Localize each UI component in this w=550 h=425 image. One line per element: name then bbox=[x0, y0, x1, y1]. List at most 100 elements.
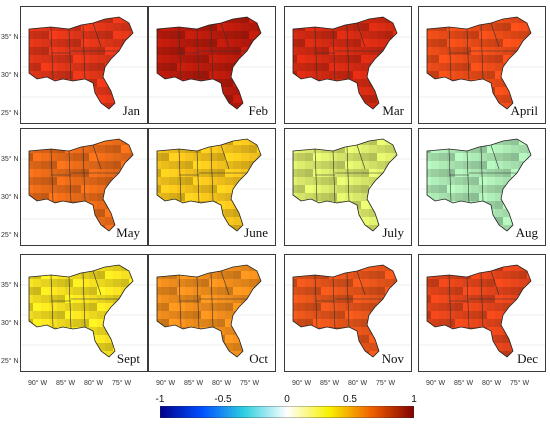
grid-cell bbox=[393, 95, 397, 103]
grid-cell bbox=[297, 95, 305, 103]
grid-cell bbox=[439, 185, 447, 193]
grid-cell bbox=[29, 153, 33, 161]
grid-cell bbox=[401, 71, 409, 79]
grid-cell bbox=[487, 103, 495, 109]
grid-cell bbox=[353, 311, 361, 319]
grid-cell bbox=[177, 87, 185, 95]
grid-cell bbox=[41, 55, 49, 63]
grid-cell bbox=[293, 47, 297, 55]
grid-cell bbox=[527, 217, 531, 225]
grid-cell bbox=[57, 359, 65, 367]
grid-cell bbox=[495, 271, 503, 279]
grid-cell bbox=[361, 311, 369, 319]
grid-cell bbox=[471, 145, 479, 153]
grid-cell bbox=[185, 177, 193, 185]
grid-cell bbox=[225, 343, 233, 351]
grid-cell bbox=[305, 177, 313, 185]
grid-cell bbox=[65, 47, 73, 55]
grid-cell bbox=[33, 217, 41, 225]
grid-cell bbox=[41, 233, 49, 241]
grid-cell bbox=[25, 359, 33, 367]
grid-cell bbox=[185, 185, 193, 193]
grid-cell bbox=[41, 335, 49, 343]
grid-cell bbox=[217, 319, 225, 327]
grid-cell bbox=[209, 103, 217, 109]
grid-cell bbox=[329, 351, 337, 357]
grid-cell bbox=[535, 193, 543, 201]
grid-cell bbox=[105, 193, 113, 201]
grid-cell bbox=[265, 161, 273, 169]
grid-cell bbox=[495, 287, 503, 295]
grid-cell bbox=[345, 39, 353, 47]
grid-cell bbox=[439, 209, 447, 217]
grid-cell bbox=[321, 71, 329, 79]
grid-cell bbox=[81, 177, 89, 185]
grid-cell bbox=[169, 17, 177, 23]
grid-cell bbox=[177, 265, 185, 271]
grid-cell bbox=[305, 71, 313, 79]
grid-cell bbox=[249, 209, 257, 217]
grid-cell bbox=[495, 279, 503, 287]
grid-cell bbox=[89, 217, 97, 225]
longitude-label: 75° W bbox=[240, 380, 260, 387]
grid-cell bbox=[49, 343, 57, 351]
grid-cell bbox=[463, 335, 471, 343]
grid-cell bbox=[193, 209, 201, 217]
grid-cell bbox=[427, 103, 431, 109]
grid-cell bbox=[201, 39, 209, 47]
map-panel-sept: Sept bbox=[20, 254, 148, 372]
grid-cell bbox=[41, 153, 49, 161]
grid-cell bbox=[49, 169, 57, 177]
grid-cell bbox=[217, 71, 225, 79]
grid-cell bbox=[503, 145, 511, 153]
grid-cell bbox=[97, 271, 105, 279]
grid-cell bbox=[369, 217, 377, 225]
grid-cell bbox=[527, 161, 531, 169]
grid-cell bbox=[487, 177, 495, 185]
grid-cell bbox=[161, 303, 169, 311]
grid-cell bbox=[185, 295, 193, 303]
grid-cell bbox=[369, 319, 377, 327]
grid-cell bbox=[463, 111, 471, 119]
grid-cell bbox=[113, 71, 121, 79]
grid-cell bbox=[89, 343, 97, 351]
grid-cell bbox=[161, 87, 169, 95]
grid-cell bbox=[65, 63, 73, 71]
grid-cell bbox=[503, 209, 511, 217]
grid-cell bbox=[97, 145, 105, 153]
grid-cell bbox=[337, 351, 345, 357]
longitude-label: 90° W bbox=[426, 380, 446, 387]
grid-cell bbox=[29, 295, 33, 303]
grid-cell bbox=[169, 295, 177, 303]
grid-cell bbox=[177, 295, 185, 303]
grid-cell bbox=[241, 71, 249, 79]
grid-cell bbox=[225, 287, 233, 295]
grid-cell bbox=[97, 193, 105, 201]
grid-cell bbox=[321, 153, 329, 161]
grid-cell bbox=[73, 359, 81, 367]
grid-cell bbox=[495, 177, 503, 185]
grid-cell bbox=[121, 169, 129, 177]
grid-cell bbox=[353, 39, 361, 47]
grid-cell bbox=[57, 351, 65, 357]
grid-cell bbox=[249, 95, 257, 103]
grid-cell bbox=[121, 31, 129, 39]
grid-cell bbox=[157, 311, 161, 319]
grid-cell bbox=[431, 217, 439, 225]
latitude-label: 35° N bbox=[1, 282, 19, 289]
grid-cell bbox=[113, 319, 121, 327]
grid-cell bbox=[33, 139, 41, 145]
grid-cell bbox=[225, 71, 233, 79]
grid-cell bbox=[495, 343, 503, 351]
grid-cell bbox=[209, 111, 217, 119]
grid-cell bbox=[137, 15, 145, 23]
grid-cell bbox=[479, 225, 487, 231]
grid-cell bbox=[137, 279, 145, 287]
grid-cell bbox=[41, 287, 49, 295]
grid-cell bbox=[177, 279, 185, 287]
grid-cell bbox=[495, 31, 503, 39]
grid-cell bbox=[427, 327, 431, 335]
grid-cell bbox=[121, 271, 129, 279]
grid-cell bbox=[249, 71, 257, 79]
grid-cell bbox=[519, 343, 527, 351]
